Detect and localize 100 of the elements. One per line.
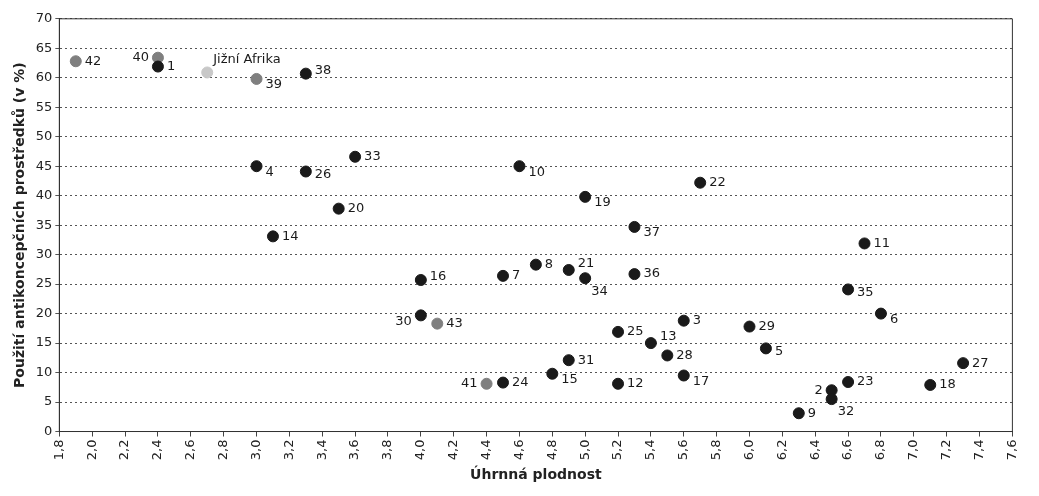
x-tick-label: 7,0 [905, 439, 921, 461]
point [497, 376, 510, 389]
x-tick-label: 4,8 [543, 439, 559, 461]
annotation: 20 [347, 200, 365, 216]
x-axis-title: Úhrnná plodnost [470, 465, 602, 483]
x-tick-label: 3,4 [313, 439, 329, 461]
annotation: 6 [889, 310, 899, 326]
point [842, 376, 855, 388]
annotation: 38 [314, 62, 332, 78]
point [546, 367, 559, 380]
x-tick-label: 4,0 [412, 439, 428, 461]
x-tick-label: 3,0 [247, 439, 263, 461]
x-tick-label: 4,6 [510, 439, 526, 461]
x-tick-label: 3,6 [346, 439, 362, 461]
annotation: Jižní Afrika [212, 50, 281, 66]
annotation: 5 [774, 342, 784, 358]
annotation: 16 [429, 268, 447, 284]
point [414, 274, 427, 286]
annotation: 14 [281, 227, 299, 243]
x-tick-label: 2,0 [83, 439, 99, 461]
y-tick-label: 70 [35, 10, 53, 26]
x-tick-label: 5,8 [708, 439, 723, 461]
annotation: 30 [395, 312, 412, 328]
point [957, 357, 970, 370]
point [529, 258, 542, 271]
annotation: 19 [594, 194, 611, 210]
x-tick-label: 7,4 [970, 439, 986, 461]
y-tick-label: 60 [35, 69, 53, 85]
annotation: 18 [939, 376, 956, 392]
x-tick-label: 6,8 [872, 439, 888, 461]
point [579, 272, 592, 285]
x-tick-label: 6,6 [839, 439, 855, 461]
annotation: 28 [676, 346, 693, 362]
x-tick-label: 3,2 [280, 439, 296, 461]
x-tick-label: 2,2 [116, 439, 132, 461]
annotation: 11 [873, 234, 891, 250]
annotation: 37 [643, 224, 661, 240]
y-tick-label: 5 [44, 393, 53, 409]
point [743, 320, 756, 333]
annotation: 43 [446, 315, 463, 330]
annotation: 21 [577, 255, 595, 271]
annotation: 15 [561, 371, 578, 387]
y-tick-label: 35 [35, 216, 53, 232]
y-axis-title: Použití antikoncepčních prostředků (v %) [11, 62, 28, 388]
annotation: 3 [692, 312, 702, 328]
annotation: 26 [314, 165, 332, 181]
y-tick-label: 40 [35, 187, 53, 203]
annotation: 9 [807, 404, 817, 420]
point [694, 176, 707, 189]
annotation: 7 [512, 267, 521, 283]
x-tick-label: 2,6 [182, 439, 198, 461]
y-tick-label: 10 [35, 363, 53, 379]
point [612, 377, 625, 390]
annotation: 41 [461, 375, 478, 391]
annotation: 1 [166, 57, 176, 73]
y-tick-label: 65 [35, 39, 53, 55]
x-tick-label: 6,0 [740, 439, 756, 461]
annotation: 29 [758, 317, 776, 333]
annotation: 35 [857, 283, 874, 299]
x-tick-label: 4,4 [477, 439, 493, 461]
point [628, 220, 641, 233]
y-tick-label: 20 [35, 304, 53, 320]
annotation: 4 [265, 163, 274, 179]
annotation: 13 [659, 328, 677, 344]
y-tick-label: 25 [35, 275, 53, 291]
x-tick-label: 3,8 [379, 439, 395, 461]
point [250, 72, 263, 85]
point [874, 307, 887, 320]
x-tick-label: 2,8 [215, 439, 231, 461]
point [612, 325, 625, 338]
point [628, 268, 641, 281]
point [579, 190, 592, 203]
point [299, 165, 312, 178]
x-tick-label: 1,8 [50, 439, 66, 461]
annotation: 27 [972, 354, 989, 370]
y-tick-label: 55 [35, 98, 53, 114]
y-tick-label: 30 [35, 246, 53, 262]
point [661, 349, 674, 362]
annotation: 40 [132, 49, 149, 65]
x-tick-label: 7,2 [938, 439, 954, 461]
annotation: 34 [591, 282, 608, 298]
x-tick-label: 5,0 [576, 439, 592, 461]
point [792, 407, 805, 420]
annotation: 25 [627, 323, 644, 339]
annotation: 33 [364, 148, 381, 164]
annotation: 22 [709, 174, 726, 190]
point [480, 377, 493, 390]
point [497, 269, 510, 282]
point [858, 237, 871, 250]
point [924, 378, 937, 391]
annotation: 8 [544, 256, 554, 272]
annotation: 31 [577, 351, 595, 367]
point [513, 160, 526, 173]
y-tick-label: 50 [35, 128, 53, 144]
x-tick-label: 5,4 [642, 439, 658, 461]
y-tick-label: 15 [35, 334, 53, 350]
x-tick-label: 5,2 [609, 439, 625, 461]
x-tick-label: 4,2 [445, 439, 461, 461]
annotation: 42 [84, 52, 102, 68]
annotation: 17 [692, 372, 710, 388]
